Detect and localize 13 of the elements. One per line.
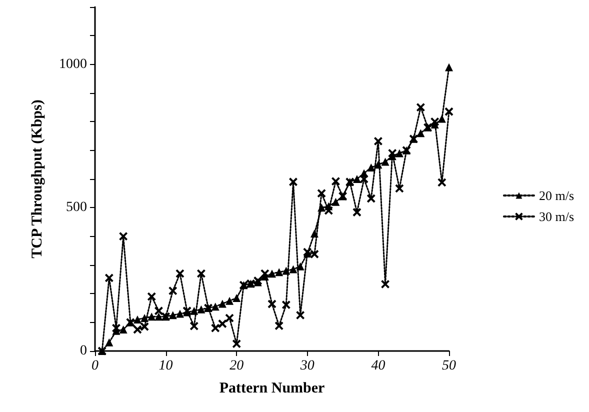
x-tick-label: 40 xyxy=(371,358,386,374)
y-tick-label: 500 xyxy=(66,200,87,216)
x-tick-label: 10 xyxy=(158,358,173,374)
y-tick-label: 0 xyxy=(80,344,87,358)
y-axis-title: TCP Throughput (Kbps) xyxy=(30,100,46,258)
legend-label: 30 m/s xyxy=(538,209,574,224)
x-tick-label: 50 xyxy=(442,358,456,374)
x-axis-title: Pattern Number xyxy=(219,380,326,396)
y-tick-label: 1000 xyxy=(59,56,87,72)
x-tick-label: 30 xyxy=(299,358,314,374)
x-tick-label: 0 xyxy=(92,358,98,374)
legend-label: 20 m/s xyxy=(538,188,574,203)
x-tick-label: 20 xyxy=(230,358,244,374)
